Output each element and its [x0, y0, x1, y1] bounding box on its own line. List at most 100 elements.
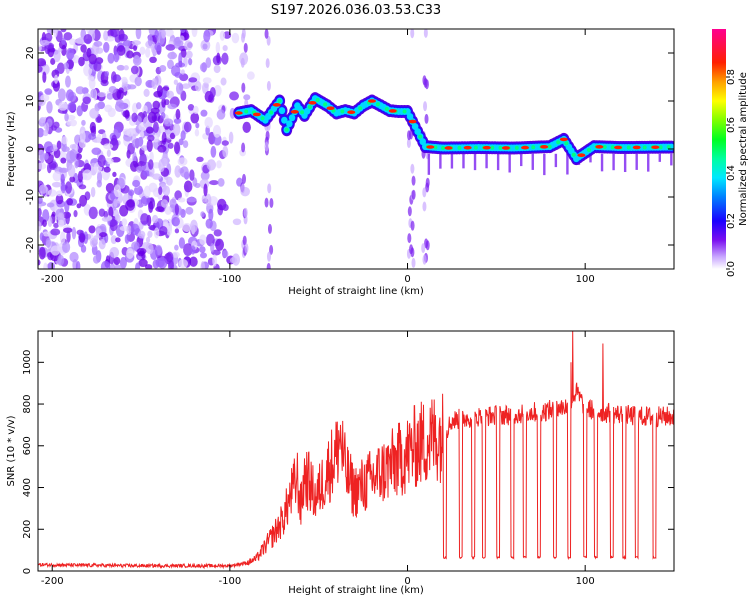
noise-blob — [113, 198, 118, 208]
noise-blob — [407, 206, 412, 217]
noise-blob — [165, 29, 174, 37]
noise-blob — [183, 243, 193, 256]
ridge-mark — [323, 102, 328, 107]
noise-blob — [189, 169, 195, 181]
spectrogram-x-label: Height of straight line (km) — [288, 286, 424, 297]
noise-blob — [100, 260, 111, 269]
noise-blob — [62, 241, 71, 253]
ridge-peak — [290, 110, 299, 114]
noise-blob — [222, 250, 229, 258]
noise-blob — [135, 29, 142, 40]
ridge-mark — [473, 145, 478, 150]
noise-blob — [103, 143, 114, 150]
noise-blob — [88, 53, 97, 65]
ridge-tail — [647, 153, 650, 172]
noise-blob — [193, 105, 199, 115]
ridge-mark — [269, 110, 274, 115]
noise-blob — [196, 156, 204, 162]
noise-blob — [200, 211, 205, 218]
noise-blob — [241, 173, 246, 184]
snr-y-ticks: 0 200 400 600 800 1000 — [22, 350, 674, 574]
noise-blob — [53, 49, 61, 63]
noise-blob — [139, 130, 145, 138]
noise-blob — [60, 29, 67, 33]
noise-blob — [182, 140, 189, 149]
noise-blob — [148, 159, 154, 170]
noise-blob — [215, 41, 221, 54]
ridge-mark — [586, 148, 591, 153]
colorbar-ticks: 0.0 0.2 0.4 0.6 0.8 — [726, 69, 737, 277]
ridge-tail — [462, 153, 465, 169]
noise-blob — [145, 242, 154, 255]
noise-blob — [189, 256, 198, 267]
noise-blob — [63, 62, 70, 70]
noise-blob — [53, 74, 59, 84]
noise-blob — [56, 140, 62, 150]
noise-blob — [131, 112, 138, 123]
y-tick-label: 1000 — [22, 350, 33, 375]
noise-blob — [142, 105, 148, 114]
noise-blob — [164, 206, 172, 215]
ridge-mark — [358, 106, 363, 111]
noise-blob — [195, 122, 200, 129]
noise-blob — [154, 29, 159, 38]
ridge-peak — [632, 145, 641, 150]
noise-blob — [423, 29, 428, 38]
noise-blob — [411, 175, 416, 186]
noise-blob — [39, 39, 50, 46]
noise-blob — [65, 211, 70, 225]
ridge-mark — [610, 145, 615, 150]
noise-blob — [58, 167, 69, 173]
noise-blob — [160, 199, 169, 208]
ridge-mark — [531, 145, 536, 150]
noise-blob — [140, 195, 151, 205]
ridge-mark — [288, 114, 296, 122]
noise-blob — [155, 206, 165, 212]
noise-blob — [205, 218, 213, 229]
noise-blob — [191, 29, 198, 38]
x-tick-label: 0 — [404, 274, 410, 285]
noise-blob — [210, 242, 215, 253]
colorbar: 0.0 0.2 0.4 0.6 0.8 Normalized spectral ampl… — [712, 29, 749, 277]
noise-blob — [206, 159, 217, 171]
noise-blob — [265, 58, 270, 69]
noise-blob — [109, 247, 120, 258]
noise-blob — [146, 139, 153, 153]
ridge-tail — [623, 153, 627, 173]
noise-blob — [113, 51, 120, 63]
noise-blob — [169, 132, 176, 140]
noise-blob — [264, 29, 269, 39]
noise-blob — [222, 44, 228, 52]
noise-blob — [147, 111, 157, 124]
noise-blob — [179, 35, 185, 43]
ridge-tail — [658, 153, 661, 162]
noise-blob — [422, 187, 427, 198]
noise-blob — [195, 81, 202, 92]
ridge-peak — [540, 145, 549, 149]
noise-blob — [58, 101, 68, 111]
noise-blob — [133, 45, 138, 51]
ridge-mark — [514, 145, 519, 150]
ridge-mark — [498, 145, 503, 150]
noise-blob — [57, 88, 66, 102]
noise-blob — [171, 216, 180, 227]
noise-blob — [145, 236, 151, 244]
ridge-peak — [388, 109, 397, 113]
noise-blob — [137, 230, 146, 239]
ridge-peak — [521, 145, 530, 150]
noise-blob — [115, 237, 121, 243]
noise-blob — [103, 166, 111, 173]
noise-blob — [116, 45, 126, 56]
noise-blob — [205, 193, 212, 207]
noise-blob — [231, 32, 240, 44]
snr-frame — [37, 330, 675, 572]
noise-blob — [172, 123, 181, 136]
noise-blob — [187, 104, 195, 111]
noise-blob — [425, 240, 430, 251]
ridge-peak — [252, 112, 261, 117]
ridge-mark — [556, 140, 561, 145]
noise-blob — [167, 142, 174, 149]
noise-blob — [45, 237, 52, 248]
noise-blob — [186, 196, 197, 203]
noise-blob — [162, 185, 171, 197]
